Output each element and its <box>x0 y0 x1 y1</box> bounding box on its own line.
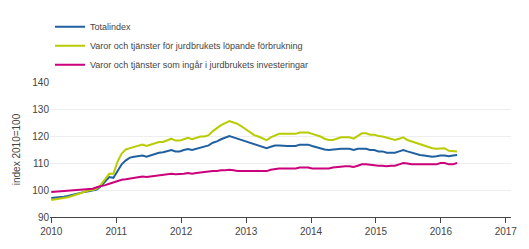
svg-text:2014: 2014 <box>300 226 323 237</box>
svg-text:2011: 2011 <box>105 226 127 237</box>
svg-text:2012: 2012 <box>170 226 193 237</box>
svg-text:index 2010=100: index 2010=100 <box>11 113 22 185</box>
svg-text:Varor och tjänster för jurdbru: Varor och tjänster för jurdbrukets löpan… <box>90 41 302 51</box>
svg-text:Totalindex: Totalindex <box>90 22 131 32</box>
svg-text:120: 120 <box>32 131 49 142</box>
svg-text:2015: 2015 <box>365 226 388 237</box>
svg-text:140: 140 <box>32 77 49 88</box>
svg-text:2013: 2013 <box>235 226 258 237</box>
svg-text:2010: 2010 <box>40 226 63 237</box>
svg-text:2016: 2016 <box>430 226 453 237</box>
svg-text:130: 130 <box>32 104 49 115</box>
svg-text:90: 90 <box>38 212 50 223</box>
svg-text:Varor och tjänster som ingår i: Varor och tjänster som ingår i jurdbruke… <box>90 60 308 70</box>
svg-text:100: 100 <box>32 185 49 196</box>
svg-text:110: 110 <box>33 158 49 169</box>
svg-text:2017: 2017 <box>495 226 518 237</box>
